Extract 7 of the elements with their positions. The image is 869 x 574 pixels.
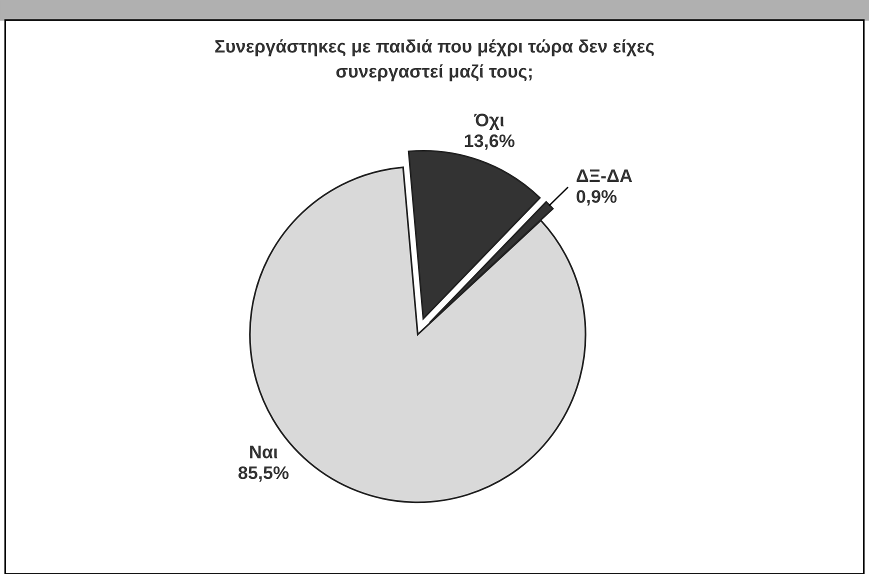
data-label: 13,6%: [464, 134, 514, 150]
chart-title: Συνεργάστηκες με παιδιά που μέχρι τώρα δεν είχες συνεργαστεί μαζί τους;: [215, 39, 654, 82]
slice-label: ΔΞ-ΔΑ: [576, 170, 632, 182]
slice-label: Ναι: [250, 446, 278, 458]
slice-label: Όχι: [474, 114, 504, 130]
data-label: 85,5%: [238, 466, 289, 482]
data-label: 0,9%: [576, 190, 617, 206]
